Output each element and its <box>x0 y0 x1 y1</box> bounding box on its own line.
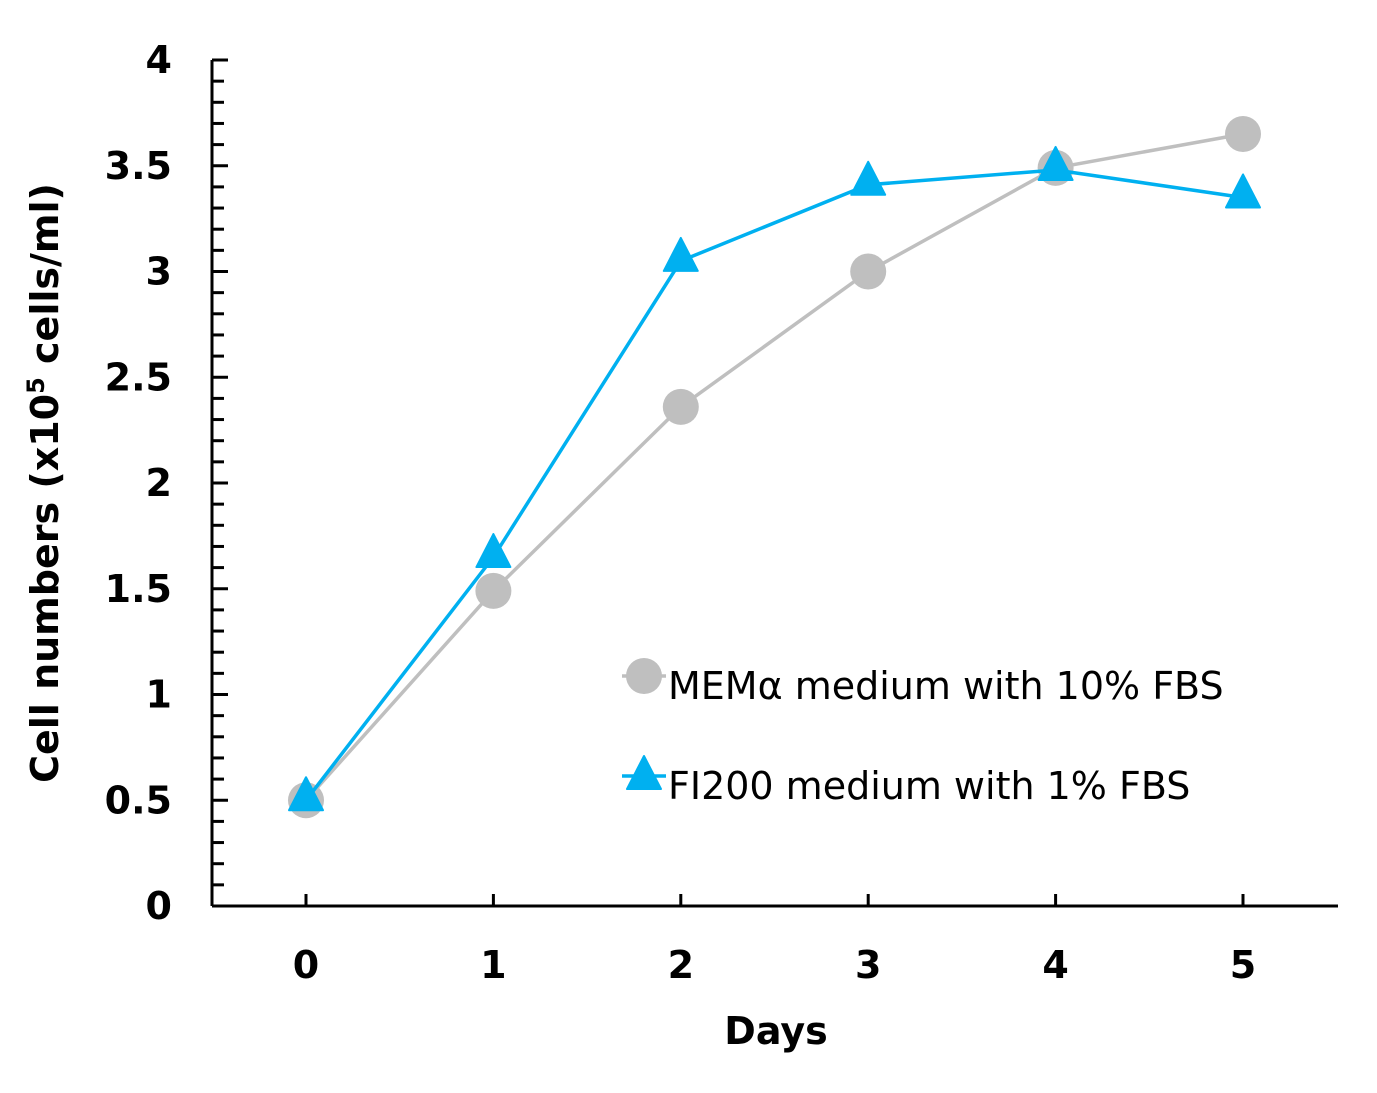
axes: 0 0.5 1 1.5 2 2.5 3 3.5 4 0 1 2 3 4 5 <box>105 38 1338 987</box>
legend: MEMα medium with 10% FBS FI200 medium wit… <box>622 658 1224 808</box>
data-point-triangle <box>475 533 512 569</box>
y-tick-label: 3.5 <box>105 144 172 188</box>
y-tick-label: 4 <box>146 38 172 82</box>
series-0 <box>288 116 1261 819</box>
x-tick-label: 3 <box>855 943 881 987</box>
series-layer <box>288 116 1261 819</box>
x-tick-label: 4 <box>1042 943 1068 987</box>
data-point-triangle <box>288 776 324 812</box>
x-tick-label: 5 <box>1230 943 1256 987</box>
legend-label: FI200 medium with 1% FBS <box>668 764 1190 808</box>
data-point-triangle <box>662 236 699 272</box>
data-point-circle <box>850 253 887 290</box>
y-tick-label: 0 <box>146 884 172 928</box>
x-tick-label: 0 <box>293 943 319 987</box>
series-1 <box>288 145 1261 812</box>
y-tick-label: 3 <box>146 250 172 294</box>
y-tick-label: 1.5 <box>105 567 172 611</box>
data-point-circle <box>662 388 699 425</box>
x-axis-label: Days <box>724 1009 827 1053</box>
legend-marker <box>626 658 662 694</box>
data-point-circle <box>475 572 512 609</box>
series-line <box>304 168 1244 802</box>
data-point-triangle <box>1225 173 1261 209</box>
y-tick-label: 2.5 <box>105 355 172 399</box>
y-tick-label: 0.5 <box>105 778 172 822</box>
x-tick-label: 2 <box>668 943 694 987</box>
y-tick-label: 2 <box>146 461 172 505</box>
data-point-circle <box>1225 116 1261 153</box>
x-tick-label: 1 <box>480 943 506 987</box>
legend-marker <box>626 755 662 790</box>
y-tick-label: 1 <box>146 673 172 717</box>
series-line <box>304 132 1244 802</box>
data-point-triangle <box>1037 145 1074 181</box>
y-axis-label: Cell numbers (x105 cells/ml) <box>22 183 67 783</box>
y-axis-label-superscript: 5 <box>22 377 50 394</box>
data-point-triangle <box>850 160 887 196</box>
legend-label: MEMα medium with 10% FBS <box>668 664 1224 708</box>
